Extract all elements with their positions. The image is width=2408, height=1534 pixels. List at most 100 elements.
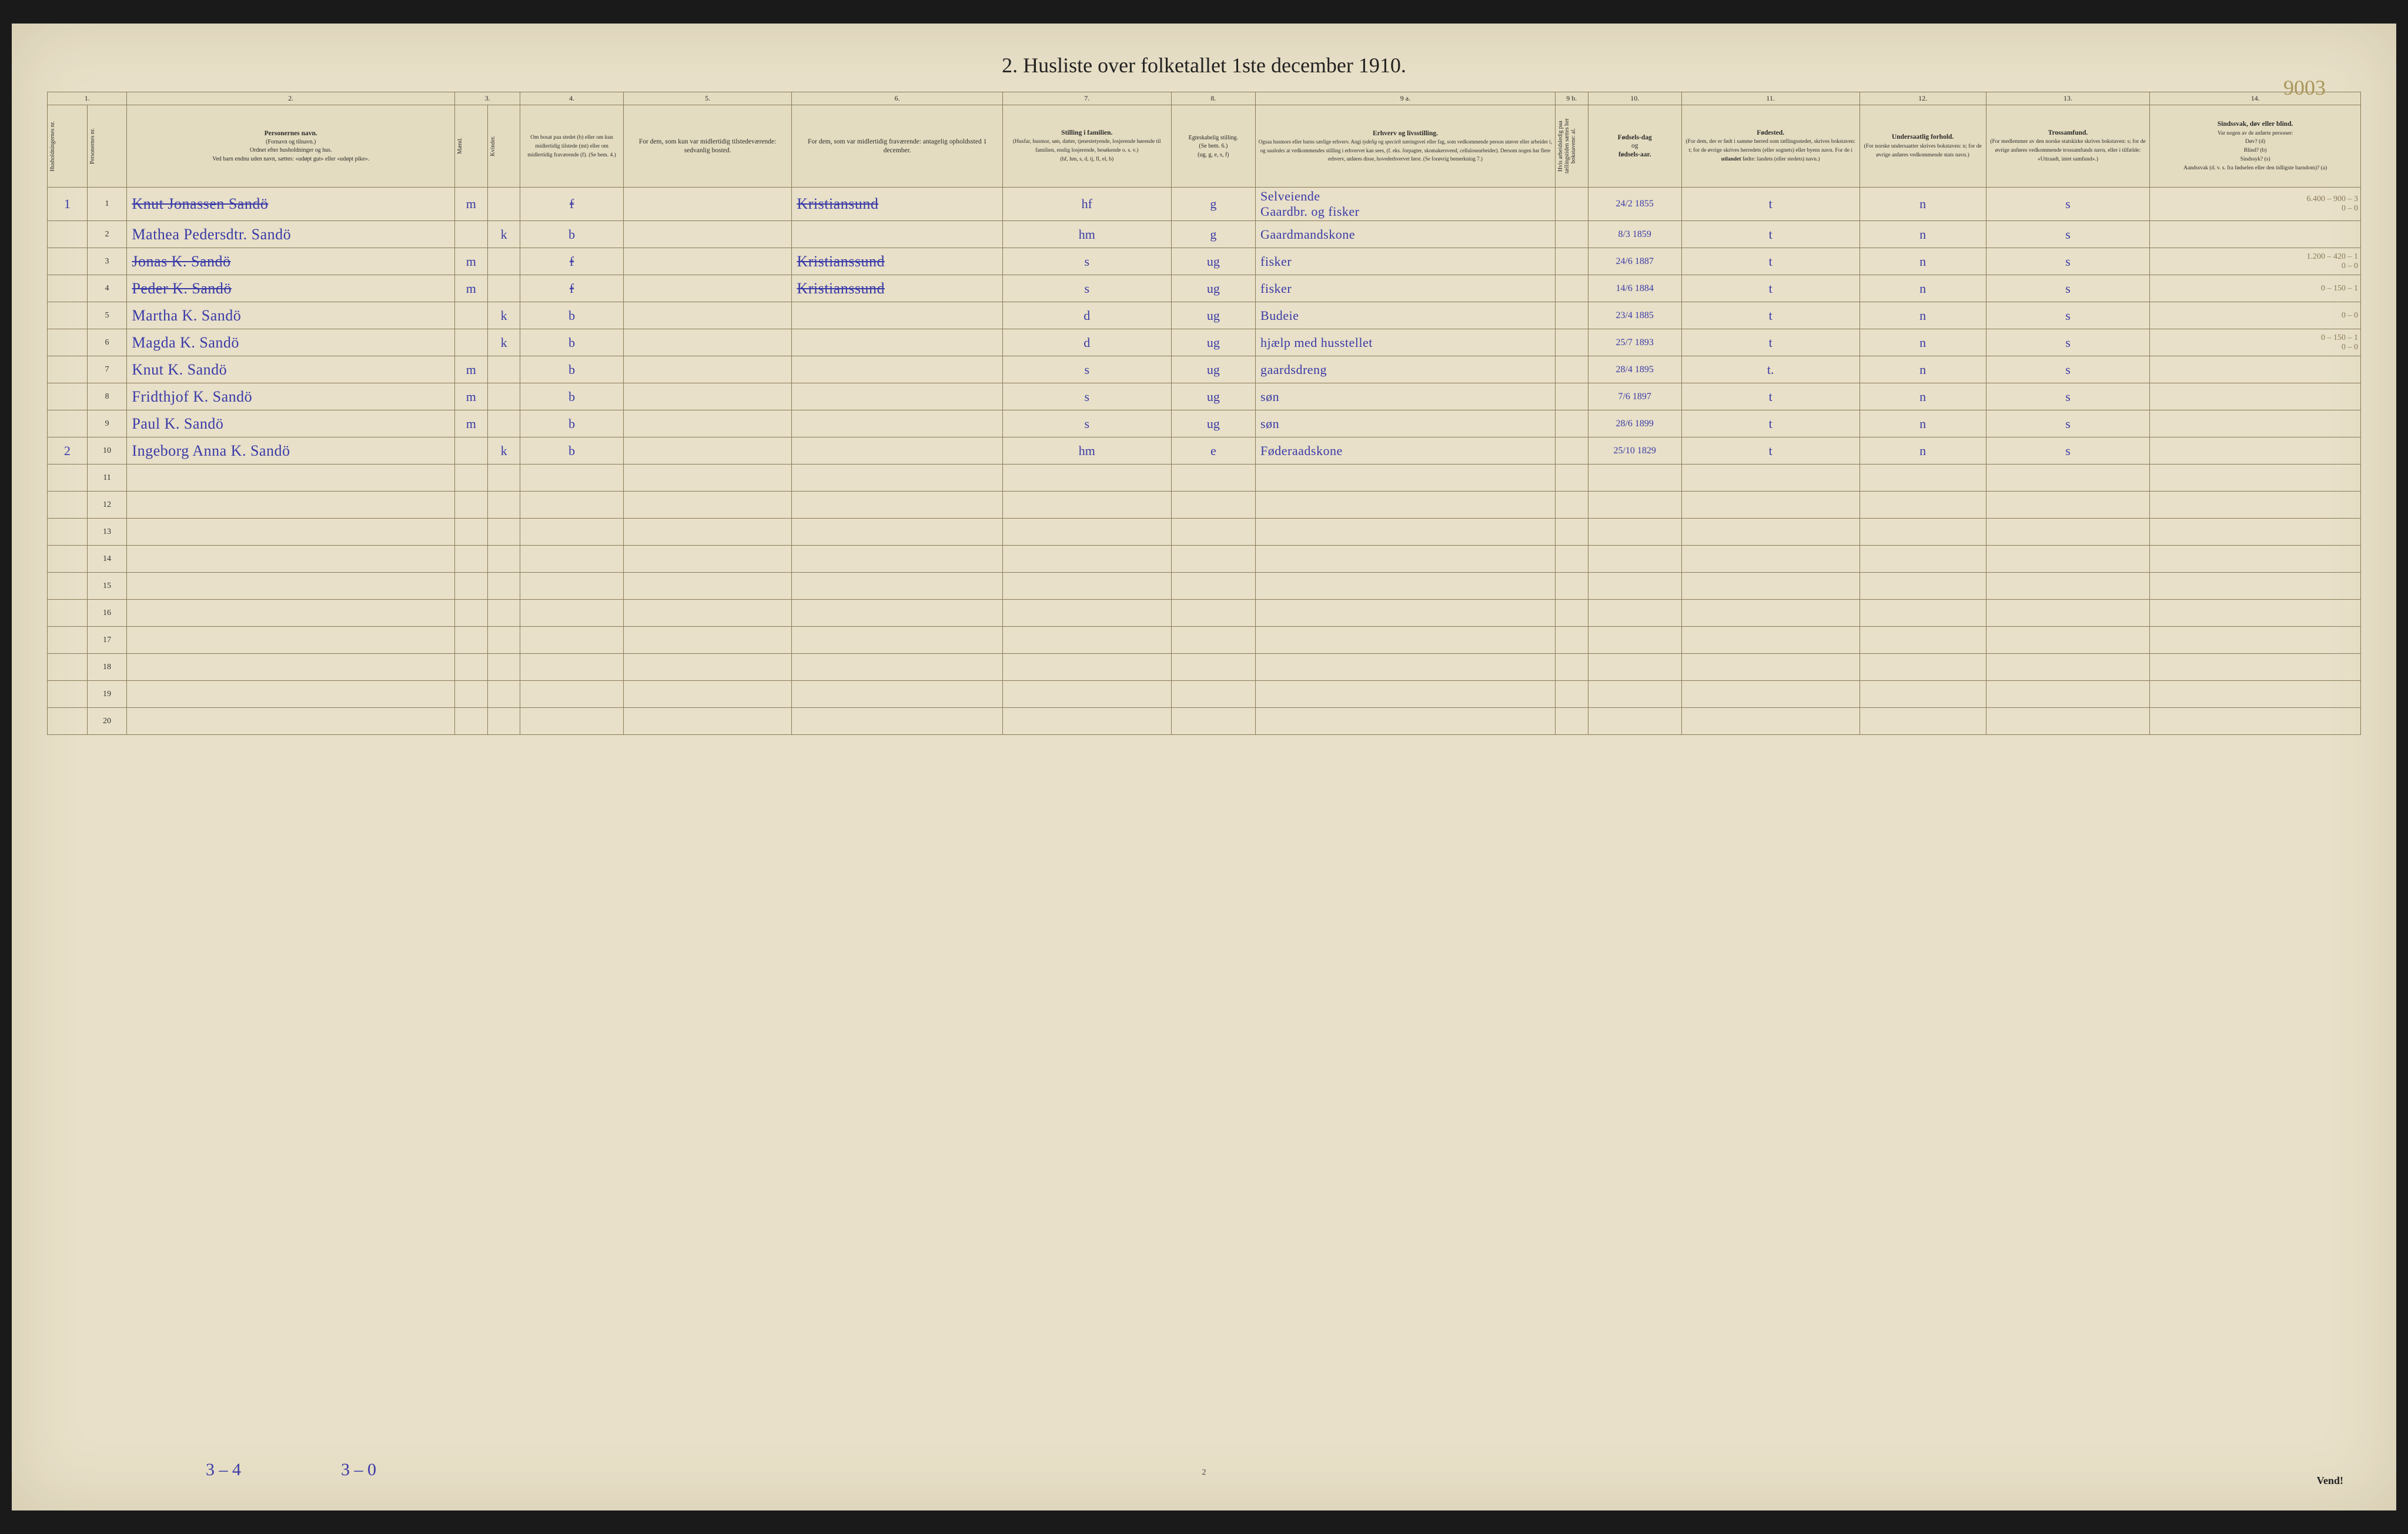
- cell-person-nr: 17: [87, 627, 127, 654]
- cell-empty: [792, 519, 1002, 546]
- cell-empty: [1002, 492, 1171, 519]
- cell-sedvanlig: [623, 188, 792, 221]
- colnum-10: 10.: [1588, 92, 1681, 105]
- cell-empty: [1986, 464, 2150, 492]
- cell-erhverv: Budeie: [1256, 302, 1556, 329]
- cell-empty: [792, 600, 1002, 627]
- cell-empty: [1171, 654, 1255, 681]
- cell-empty: [520, 519, 623, 546]
- cell-name: Martha K. Sandö: [127, 302, 455, 329]
- cell-empty: [1555, 654, 1588, 681]
- cell-egteskab: ug: [1171, 248, 1255, 275]
- cell-familie: s: [1002, 275, 1171, 302]
- cell-bosat: b: [520, 437, 623, 464]
- cell-fodselsdag: 24/2 1855: [1588, 188, 1681, 221]
- cell-person-nr: 11: [87, 464, 127, 492]
- cell-name: Mathea Pedersdtr. Sandö: [127, 221, 455, 248]
- cell-name: Magda K. Sandö: [127, 329, 455, 356]
- cell-sex-k: [487, 188, 520, 221]
- cell-arbeidsledig: [1555, 437, 1588, 464]
- table-row-empty: 12: [48, 492, 2361, 519]
- cell-person-nr: 12: [87, 492, 127, 519]
- colnum-9b: 9 b.: [1555, 92, 1588, 105]
- cell-erhverv: Føderaadskone: [1256, 437, 1556, 464]
- cell-person-nr: 3: [87, 248, 127, 275]
- cell-empty: [520, 573, 623, 600]
- cell-arbeidsledig: [1555, 356, 1588, 383]
- cell-empty: [1171, 546, 1255, 573]
- cell-egteskab: ug: [1171, 329, 1255, 356]
- cell-bosat: b: [520, 221, 623, 248]
- cell-sex-k: k: [487, 302, 520, 329]
- cell-fodselsdag: 28/4 1895: [1588, 356, 1681, 383]
- cell-familie: d: [1002, 302, 1171, 329]
- cell-sex-m: [455, 302, 488, 329]
- header-midlertidig: For dem, som var midlertidig fraværende:…: [792, 105, 1002, 188]
- cell-empty: [487, 627, 520, 654]
- cell-empty: [1256, 519, 1556, 546]
- cell-empty: [1002, 573, 1171, 600]
- cell-empty: [127, 546, 455, 573]
- table-row-empty: 16: [48, 600, 2361, 627]
- cell-empty: [127, 681, 455, 708]
- footer-annotation-1: 3 – 4: [206, 1460, 241, 1480]
- cell-undersaat: n: [1859, 356, 1986, 383]
- cell-empty: [1555, 708, 1588, 735]
- colnum-8: 8.: [1171, 92, 1255, 105]
- cell-erhverv: gaardsdreng: [1256, 356, 1556, 383]
- cell-empty: [1171, 492, 1255, 519]
- colnum-4: 4.: [520, 92, 623, 105]
- cell-sindssvak: 6.400 – 900 – 3 0 – 0: [2150, 188, 2361, 221]
- cell-fodselsdag: 8/3 1859: [1588, 221, 1681, 248]
- colnum-13: 13.: [1986, 92, 2150, 105]
- cell-empty: [1555, 600, 1588, 627]
- cell-familie: s: [1002, 356, 1171, 383]
- cell-empty: [1588, 573, 1681, 600]
- cell-undersaat: n: [1859, 188, 1986, 221]
- cell-empty: [2150, 573, 2361, 600]
- colnum-2: 2.: [127, 92, 455, 105]
- cell-empty: [1555, 519, 1588, 546]
- cell-person-nr: 6: [87, 329, 127, 356]
- cell-sex-m: [455, 437, 488, 464]
- cell-arbeidsledig: [1555, 410, 1588, 437]
- cell-fodselsdag: 25/10 1829: [1588, 437, 1681, 464]
- cell-empty: [623, 573, 792, 600]
- cell-sedvanlig: [623, 221, 792, 248]
- cell-empty: [1681, 654, 1859, 681]
- cell-empty: [1986, 573, 2150, 600]
- table-row: 5 Martha K. Sandö k b d ug Budeie 23/4 1…: [48, 302, 2361, 329]
- cell-empty: [1986, 654, 2150, 681]
- cell-sex-m: [455, 329, 488, 356]
- cell-empty: [1256, 573, 1556, 600]
- table-row: 2 Mathea Pedersdtr. Sandö k b hm g Gaard…: [48, 221, 2361, 248]
- cell-empty: [1588, 654, 1681, 681]
- header-fodested: Fødested.(For dem, der er født i samme h…: [1681, 105, 1859, 188]
- cell-empty: [1859, 600, 1986, 627]
- cell-empty: [127, 492, 455, 519]
- cell-empty: [1256, 600, 1556, 627]
- cell-empty: [1859, 627, 1986, 654]
- cell-empty: [1588, 492, 1681, 519]
- cell-sindssvak: [2150, 437, 2361, 464]
- cell-undersaat: n: [1859, 329, 1986, 356]
- cell-egteskab: ug: [1171, 275, 1255, 302]
- cell-trossamfund: s: [1986, 248, 2150, 275]
- cell-empty: [623, 627, 792, 654]
- cell-empty: [1171, 708, 1255, 735]
- cell-empty: [2150, 708, 2361, 735]
- cell-bosat: f: [520, 248, 623, 275]
- cell-empty: [1002, 654, 1171, 681]
- cell-empty: [1555, 546, 1588, 573]
- cell-empty: [1002, 627, 1171, 654]
- cell-familie: hf: [1002, 188, 1171, 221]
- cell-arbeidsledig: [1555, 329, 1588, 356]
- cell-sex-m: m: [455, 275, 488, 302]
- cell-empty: [455, 492, 488, 519]
- cell-empty: [48, 627, 88, 654]
- cell-fodselsdag: 23/4 1885: [1588, 302, 1681, 329]
- colnum-12: 12.: [1859, 92, 1986, 105]
- census-page: 9003 2. Husliste over folketallet 1ste d…: [12, 24, 2396, 1510]
- table-row-empty: 11: [48, 464, 2361, 492]
- cell-empty: [1002, 519, 1171, 546]
